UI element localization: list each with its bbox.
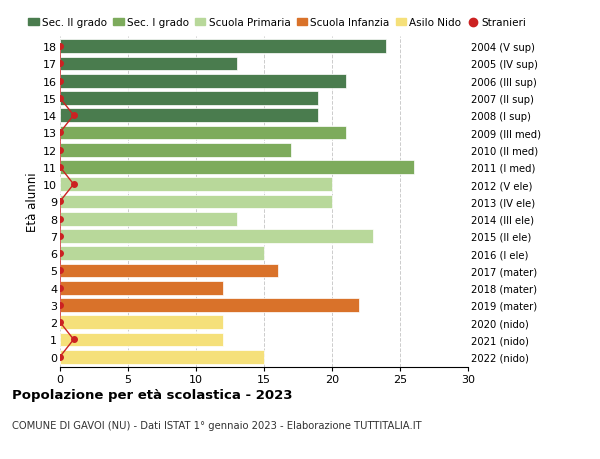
Bar xyxy=(60,281,223,295)
Bar xyxy=(60,57,237,71)
Bar xyxy=(60,230,373,243)
Y-axis label: Età alunni: Età alunni xyxy=(26,172,39,232)
Text: Popolazione per età scolastica - 2023: Popolazione per età scolastica - 2023 xyxy=(12,388,293,401)
Bar xyxy=(60,75,346,88)
Bar xyxy=(60,195,332,209)
Bar xyxy=(60,126,346,140)
Bar xyxy=(60,316,223,330)
Text: COMUNE DI GAVOI (NU) - Dati ISTAT 1° gennaio 2023 - Elaborazione TUTTITALIA.IT: COMUNE DI GAVOI (NU) - Dati ISTAT 1° gen… xyxy=(12,420,422,430)
Legend: Sec. II grado, Sec. I grado, Scuola Primaria, Scuola Infanzia, Asilo Nido, Stran: Sec. II grado, Sec. I grado, Scuola Prim… xyxy=(28,18,526,28)
Bar xyxy=(60,298,359,312)
Bar xyxy=(60,350,264,364)
Bar xyxy=(60,212,237,226)
Bar xyxy=(60,333,223,347)
Bar xyxy=(60,92,319,106)
Bar xyxy=(60,247,264,260)
Bar xyxy=(60,143,291,157)
Bar xyxy=(60,109,319,123)
Bar xyxy=(60,178,332,192)
Bar xyxy=(60,161,413,174)
Bar xyxy=(60,40,386,54)
Bar xyxy=(60,264,278,278)
